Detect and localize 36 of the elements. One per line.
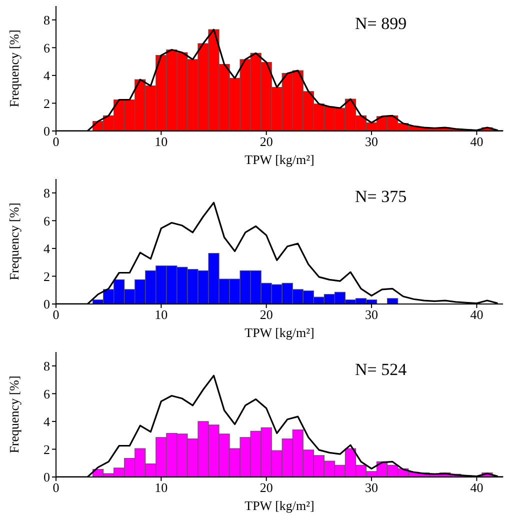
x-axis-title: TPW [kg/m²] (244, 498, 316, 514)
x-tick-label: 10 (154, 134, 168, 150)
y-tick-label: 0 (44, 124, 50, 139)
x-tick-label: 30 (365, 480, 378, 496)
x-tick-label: 40 (470, 134, 484, 150)
y-tick-label: 4 (44, 414, 50, 430)
y-tick-label: 0 (44, 470, 50, 485)
x-tick-label: 20 (260, 480, 273, 496)
y-tick-label: 4 (44, 68, 50, 84)
x-axis-title: TPW [kg/m²] (244, 152, 316, 168)
y-axis-title: Frequency [%] (6, 30, 22, 108)
y-tick-label: 8 (44, 358, 50, 374)
x-tick-label: 40 (470, 480, 484, 496)
y-tick-label: 2 (44, 268, 50, 284)
y-tick-label: 6 (44, 386, 50, 402)
y-tick-label: 4 (44, 241, 50, 256)
y-tick-label: 2 (44, 96, 50, 111)
x-tick-label: 10 (154, 307, 168, 322)
x-tick-label: 40 (470, 307, 484, 322)
y-tick-label: 0 (44, 296, 50, 312)
annotation: N= 899 (355, 14, 407, 34)
y-tick-label: 6 (44, 213, 50, 228)
y-tick-label: 2 (44, 442, 50, 457)
y-axis-title: Frequency [%] (6, 202, 22, 280)
x-tick-label: 30 (365, 307, 378, 322)
y-axis-title: Frequency [%] (6, 376, 22, 454)
x-tick-label: 30 (365, 134, 378, 150)
y-tick-label: 6 (44, 40, 50, 56)
y-tick-label: 8 (44, 186, 50, 201)
x-tick-label: 10 (154, 480, 168, 496)
x-tick-label: 20 (260, 134, 273, 150)
annotation: N= 524 (355, 360, 407, 380)
x-axis-title: TPW [kg/m²] (244, 325, 316, 341)
annotation: N= 375 (355, 187, 407, 207)
x-tick-label: 20 (260, 307, 273, 322)
y-tick-label: 8 (44, 12, 50, 28)
